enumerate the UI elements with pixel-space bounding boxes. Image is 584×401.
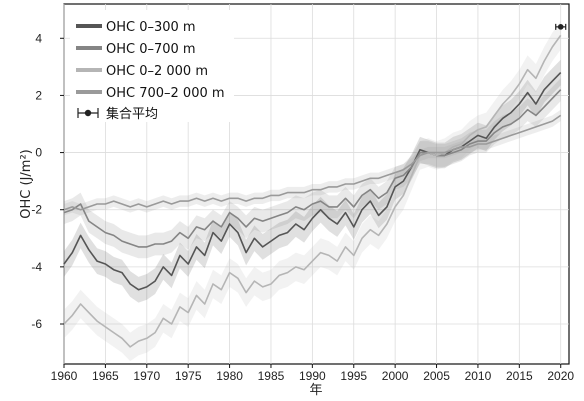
x-tick-label: 2015: [506, 369, 533, 383]
x-tick-label: 1990: [299, 369, 326, 383]
x-tick-label: 1995: [340, 369, 367, 383]
y-axis-ticks: -6 -4 -2 0 2 4: [31, 31, 64, 331]
legend-label: 集合平均: [106, 106, 158, 122]
ensemble-mean-marker: [555, 23, 567, 30]
x-tick-label: 1970: [133, 369, 160, 383]
y-tick-label: 4: [35, 31, 42, 45]
x-tick-label: 2020: [547, 369, 574, 383]
y-axis-title: OHC (J/m²): [19, 149, 34, 218]
x-axis-ticks: 1960 1965 1970 1975 1980 1985 1990 1995 2000 2005…: [51, 364, 574, 383]
series-line: [63, 34, 562, 348]
uncertainty-band: [64, 59, 561, 303]
gridlines: [63, 4, 569, 364]
legend-entry: OHC 700–2 000 m: [76, 86, 225, 101]
y-tick-label: 2: [35, 88, 42, 102]
x-tick-label: 1975: [175, 369, 202, 383]
y-tick-label: 0: [35, 146, 42, 160]
legend-entry: 集合平均: [77, 106, 158, 122]
legend-label: OHC 0–700 m: [106, 42, 196, 57]
x-tick-label: 2000: [382, 369, 409, 383]
uncertainty-band: [64, 109, 561, 216]
x-tick-label: 1960: [51, 369, 78, 383]
legend-background: [70, 10, 234, 122]
uncertainty-band: [64, 21, 561, 362]
x-tick-label: 2010: [465, 369, 492, 383]
ensemble-mean-icon: [77, 108, 99, 118]
legend-entry: OHC 0–700 m: [76, 42, 196, 57]
series-line: [63, 72, 562, 291]
legend-label: OHC 700–2 000 m: [106, 86, 225, 101]
y-tick-label: -4: [31, 260, 42, 274]
x-tick-label: 1985: [258, 369, 285, 383]
series-lines: [63, 34, 562, 348]
legend-entry: OHC 0–2 000 m: [76, 64, 208, 79]
legend: OHC 0–300 m OHC 0–700 m OHC 0–2 000 m OH…: [70, 10, 234, 122]
series-line: [63, 114, 562, 211]
x-tick-label: 1980: [216, 369, 243, 383]
y-tick-label: -6: [31, 317, 42, 331]
y-tick-label: -2: [31, 203, 42, 217]
x-tick-label: 2005: [423, 369, 450, 383]
mean-marker-dot: [557, 24, 564, 30]
uncertainty-band: [64, 78, 561, 259]
x-axis-title: 年: [309, 383, 322, 398]
legend-label: OHC 0–300 m: [106, 20, 196, 35]
legend-entry: OHC 0–300 m: [76, 20, 196, 35]
series-line: [63, 89, 562, 248]
x-tick-label: 1965: [92, 369, 119, 383]
uncertainty-bands: [64, 21, 561, 362]
legend-label: OHC 0–2 000 m: [106, 64, 208, 79]
